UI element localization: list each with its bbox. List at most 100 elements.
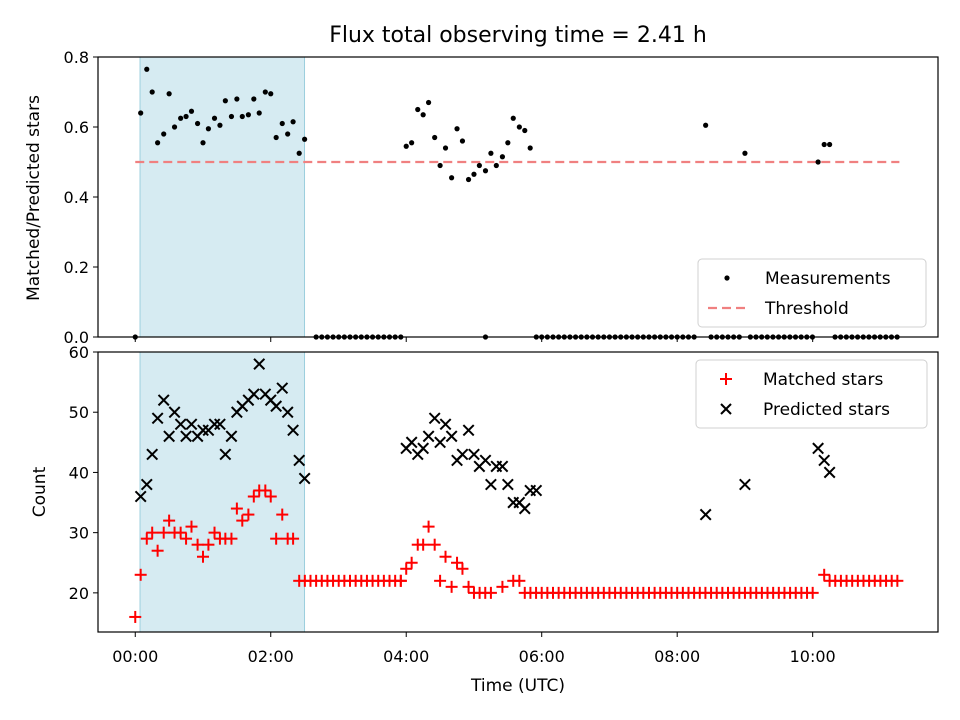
bottom-y-ticks: 20 30 40 50 60 (69, 343, 98, 603)
predicted-star-point (151, 412, 164, 425)
matched-star-point (405, 556, 418, 569)
predicted-star-point (422, 430, 435, 443)
predicted-star-stroke (496, 460, 509, 473)
matched-star-point (422, 520, 435, 533)
predicted-star-point (496, 460, 509, 473)
predicted-star-point (287, 424, 300, 437)
predicted-star-stroke (501, 478, 514, 491)
predicted-star-stroke (253, 358, 266, 370)
measurement-point (403, 143, 409, 149)
legend-measurements-label: Measurements (765, 269, 891, 289)
predicted-star-stroke (417, 442, 430, 455)
measurement-point (205, 126, 212, 132)
predicted-star-point (479, 454, 492, 467)
predicted-star-stroke (422, 430, 435, 443)
top-panel: 0.0 0.2 0.4 0.6 0.8 Flux total observing tim… (24, 23, 939, 347)
predicted-star-point (157, 394, 170, 407)
predicted-star-stroke (298, 472, 311, 485)
predicted-star-stroke (434, 436, 447, 449)
predicted-star-point (484, 478, 497, 491)
measurement-point (178, 115, 184, 121)
bottom-shaded-span (139, 351, 306, 633)
matched-star-point (484, 586, 497, 599)
predicted-star-point (823, 466, 836, 479)
predicted-star-stroke (197, 424, 209, 437)
matched-star-point (185, 520, 198, 533)
measurement-point (200, 140, 206, 146)
measurement-point (442, 145, 449, 151)
measurement-point (161, 131, 167, 137)
measurement-point (815, 159, 821, 165)
y-tick-label: 40 (69, 463, 89, 482)
measurement-point (256, 110, 262, 116)
predicted-star-point (214, 418, 226, 431)
predicted-star-stroke (219, 448, 232, 461)
predicted-star-point (699, 508, 712, 521)
predicted-star-point (253, 358, 266, 370)
matched-star-point (230, 502, 243, 515)
measurement-point (449, 175, 455, 181)
measurement-point (493, 162, 499, 169)
measurement-point (409, 140, 415, 146)
matched-star-point (456, 562, 469, 575)
measurement-point (268, 91, 274, 97)
measurement-point (415, 106, 421, 113)
matched-star-point (891, 574, 904, 587)
predicted-star-point (146, 448, 159, 461)
predicted-star-stroke (823, 466, 836, 479)
measurement-point (522, 127, 528, 134)
x-tick-label: 00:00 (112, 647, 158, 666)
top-y-axis-label: Matched/Predicted stars (24, 95, 44, 301)
measurement-point (279, 120, 285, 127)
predicted-star-stroke (445, 430, 458, 443)
predicted-star-stroke (468, 448, 480, 461)
matched-star-point (434, 574, 447, 587)
y-tick-label: 50 (69, 403, 89, 422)
predicted-star-point (180, 430, 192, 443)
bottom-panel: 20 30 40 50 60 00:00 02:00 04:00 06:00 08:00 10:0… (30, 343, 939, 696)
bottom-legend: Matched stars Predicted stars (695, 359, 928, 429)
measurement-point (188, 108, 195, 114)
predicted-star-point (293, 454, 306, 467)
measurement-point (302, 136, 308, 142)
predicted-star-stroke (276, 382, 289, 395)
predicted-star-stroke (530, 484, 543, 497)
measurement-point (821, 141, 827, 148)
matched-star-point (151, 544, 164, 557)
measurement-point (273, 134, 279, 141)
matched-star-point (417, 538, 430, 551)
matched-star-point (163, 514, 176, 527)
predicted-star-stroke (214, 418, 226, 431)
matched-star-point (513, 574, 526, 587)
predicted-star-stroke (146, 448, 159, 461)
predicted-star-stroke (462, 424, 475, 437)
measurement-point (144, 66, 150, 72)
predicted-star-point (434, 436, 447, 449)
x-axis-label: Time (UTC) (470, 676, 565, 696)
predicted-star-point (428, 412, 441, 425)
matched-star-point (129, 610, 142, 623)
x-tick-label: 08:00 (654, 647, 700, 666)
predicted-star-stroke (428, 412, 441, 425)
predicted-star-point (134, 490, 147, 503)
matched-star-point (208, 526, 221, 539)
matched-star-point (462, 580, 475, 593)
predicted-star-point (140, 478, 153, 491)
y-tick-label: 0.0 (64, 328, 89, 347)
predicted-star-stroke (818, 454, 831, 467)
predicted-star-point (456, 448, 469, 461)
top-legend: Measurements Threshold (697, 258, 927, 328)
predicted-star-point (417, 442, 430, 455)
bottom-axes-frame (97, 351, 939, 633)
predicted-star-point (174, 418, 187, 431)
chart-title: Flux total observing time = 2.41 h (329, 23, 707, 48)
predicted-star-stroke (456, 448, 469, 461)
predicted-star-point (462, 424, 475, 437)
matched-star-point (276, 508, 289, 521)
predicted-star-point (185, 418, 198, 431)
measurement-point (290, 119, 296, 125)
predicted-star-point (439, 418, 452, 431)
matched-star-point (287, 532, 300, 545)
matched-stars-points (129, 484, 904, 623)
measurement-point (437, 162, 443, 169)
